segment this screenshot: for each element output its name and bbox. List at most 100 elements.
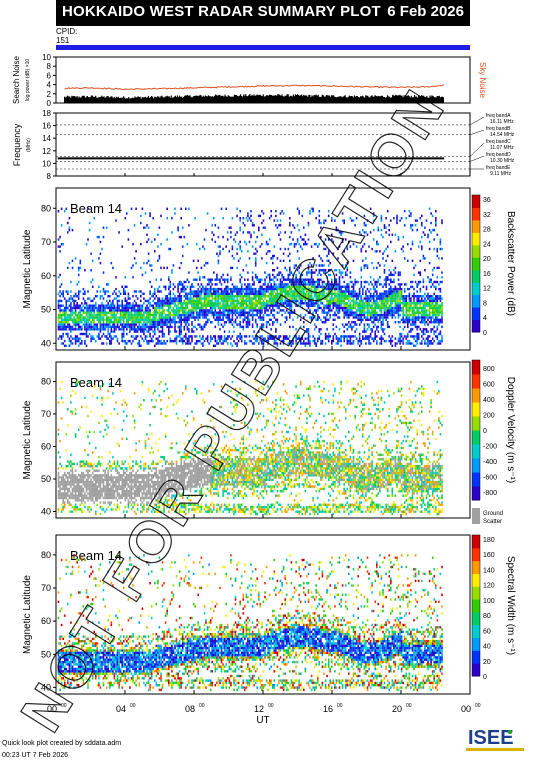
- power-cell: [230, 278, 232, 281]
- power-cell: [332, 323, 335, 326]
- power-cell: [431, 328, 434, 331]
- power-cell: [79, 313, 82, 317]
- velocity-cell: [81, 508, 83, 511]
- power-cell: [174, 299, 176, 303]
- power-cell: [355, 313, 358, 317]
- power-cell: [208, 287, 210, 291]
- power-cell: [245, 217, 248, 220]
- power-cell: [233, 325, 235, 329]
- power-cell: [296, 304, 299, 307]
- power-cell: [222, 339, 224, 343]
- power-cell: [438, 266, 440, 270]
- power-cell: [127, 316, 130, 319]
- power-cell: [366, 295, 369, 298]
- power-cell: [63, 323, 66, 326]
- power-cell: [109, 299, 111, 303]
- power-cell: [346, 261, 349, 265]
- power-cell: [331, 290, 333, 293]
- power-cell: [127, 339, 130, 343]
- power-cell: [380, 339, 383, 343]
- power-cell: [414, 311, 417, 314]
- power-cell: [195, 302, 198, 305]
- power-cell: [413, 321, 415, 324]
- velocity-cell: [71, 469, 74, 472]
- power-cell: [171, 269, 173, 272]
- power-cell: [307, 287, 310, 291]
- power-cell: [374, 283, 376, 286]
- power-cell: [355, 299, 358, 303]
- power-cell: [422, 337, 425, 340]
- power-cell: [101, 318, 103, 321]
- power-cell: [115, 328, 117, 331]
- power-cell: [59, 316, 61, 319]
- power-cell: [413, 299, 415, 303]
- power-cell: [242, 306, 245, 310]
- power-cell: [95, 304, 97, 307]
- power-cell: [195, 290, 198, 293]
- power-cell: [222, 297, 224, 300]
- power-cell: [174, 337, 176, 340]
- velocity-cell: [67, 424, 69, 427]
- power-cell: [209, 335, 212, 338]
- power-cell: [298, 210, 300, 213]
- power-cell: [178, 313, 181, 317]
- power-cell: [264, 304, 266, 307]
- power-cell: [68, 325, 71, 329]
- power-cell: [183, 295, 186, 298]
- power-cell: [299, 278, 302, 281]
- power-cell: [102, 287, 105, 291]
- power-cell: [209, 302, 212, 305]
- power-cell: [161, 323, 164, 326]
- power-cell: [90, 337, 92, 340]
- power-cell: [433, 266, 435, 270]
- power-cell: [309, 290, 311, 293]
- power-cell: [281, 276, 283, 279]
- power-cell: [390, 337, 392, 340]
- power-cell: [299, 276, 302, 279]
- power-cell: [281, 313, 283, 317]
- power-cell: [335, 337, 338, 340]
- power-cell: [380, 302, 383, 305]
- power-cell: [363, 337, 366, 340]
- power-cell: [358, 292, 361, 295]
- power-cell: [150, 269, 153, 272]
- power-cell: [202, 297, 204, 300]
- power-cell: [174, 321, 176, 324]
- power-cell: [166, 325, 168, 329]
- power-cell: [178, 311, 181, 314]
- power-cell: [245, 335, 248, 338]
- power-cell: [245, 306, 248, 310]
- power-cell: [285, 335, 288, 338]
- power-cell: [242, 221, 245, 225]
- power-cell: [382, 328, 384, 331]
- power-cell: [318, 214, 321, 218]
- power-cell: [259, 316, 262, 319]
- power-cell: [419, 299, 422, 303]
- power-cell: [299, 297, 302, 300]
- power-cell: [223, 309, 226, 312]
- power-cell: [99, 321, 102, 324]
- power-cell: [365, 311, 367, 314]
- power-cell: [171, 321, 173, 324]
- power-cell: [402, 313, 404, 317]
- power-cell: [185, 306, 187, 310]
- power-cell: [112, 304, 114, 307]
- power-cell: [289, 221, 291, 225]
- power-cell: [391, 292, 394, 295]
- sky-noise-label: Sky Noise: [478, 62, 487, 99]
- power-cell: [203, 290, 206, 293]
- power-cell: [161, 311, 164, 314]
- power-cell: [248, 304, 251, 307]
- power-cell: [254, 247, 257, 251]
- velocity-cell: [60, 478, 63, 481]
- power-cell: [180, 321, 182, 324]
- velocity-cell: [59, 494, 61, 497]
- power-cell: [62, 323, 64, 326]
- power-cell: [400, 318, 403, 321]
- power-cell: [366, 311, 369, 314]
- power-cell: [200, 337, 203, 340]
- power-cell: [245, 297, 248, 300]
- freq-ytick-label: 10: [42, 159, 51, 168]
- power-cell: [126, 311, 128, 314]
- power-cell: [362, 287, 364, 291]
